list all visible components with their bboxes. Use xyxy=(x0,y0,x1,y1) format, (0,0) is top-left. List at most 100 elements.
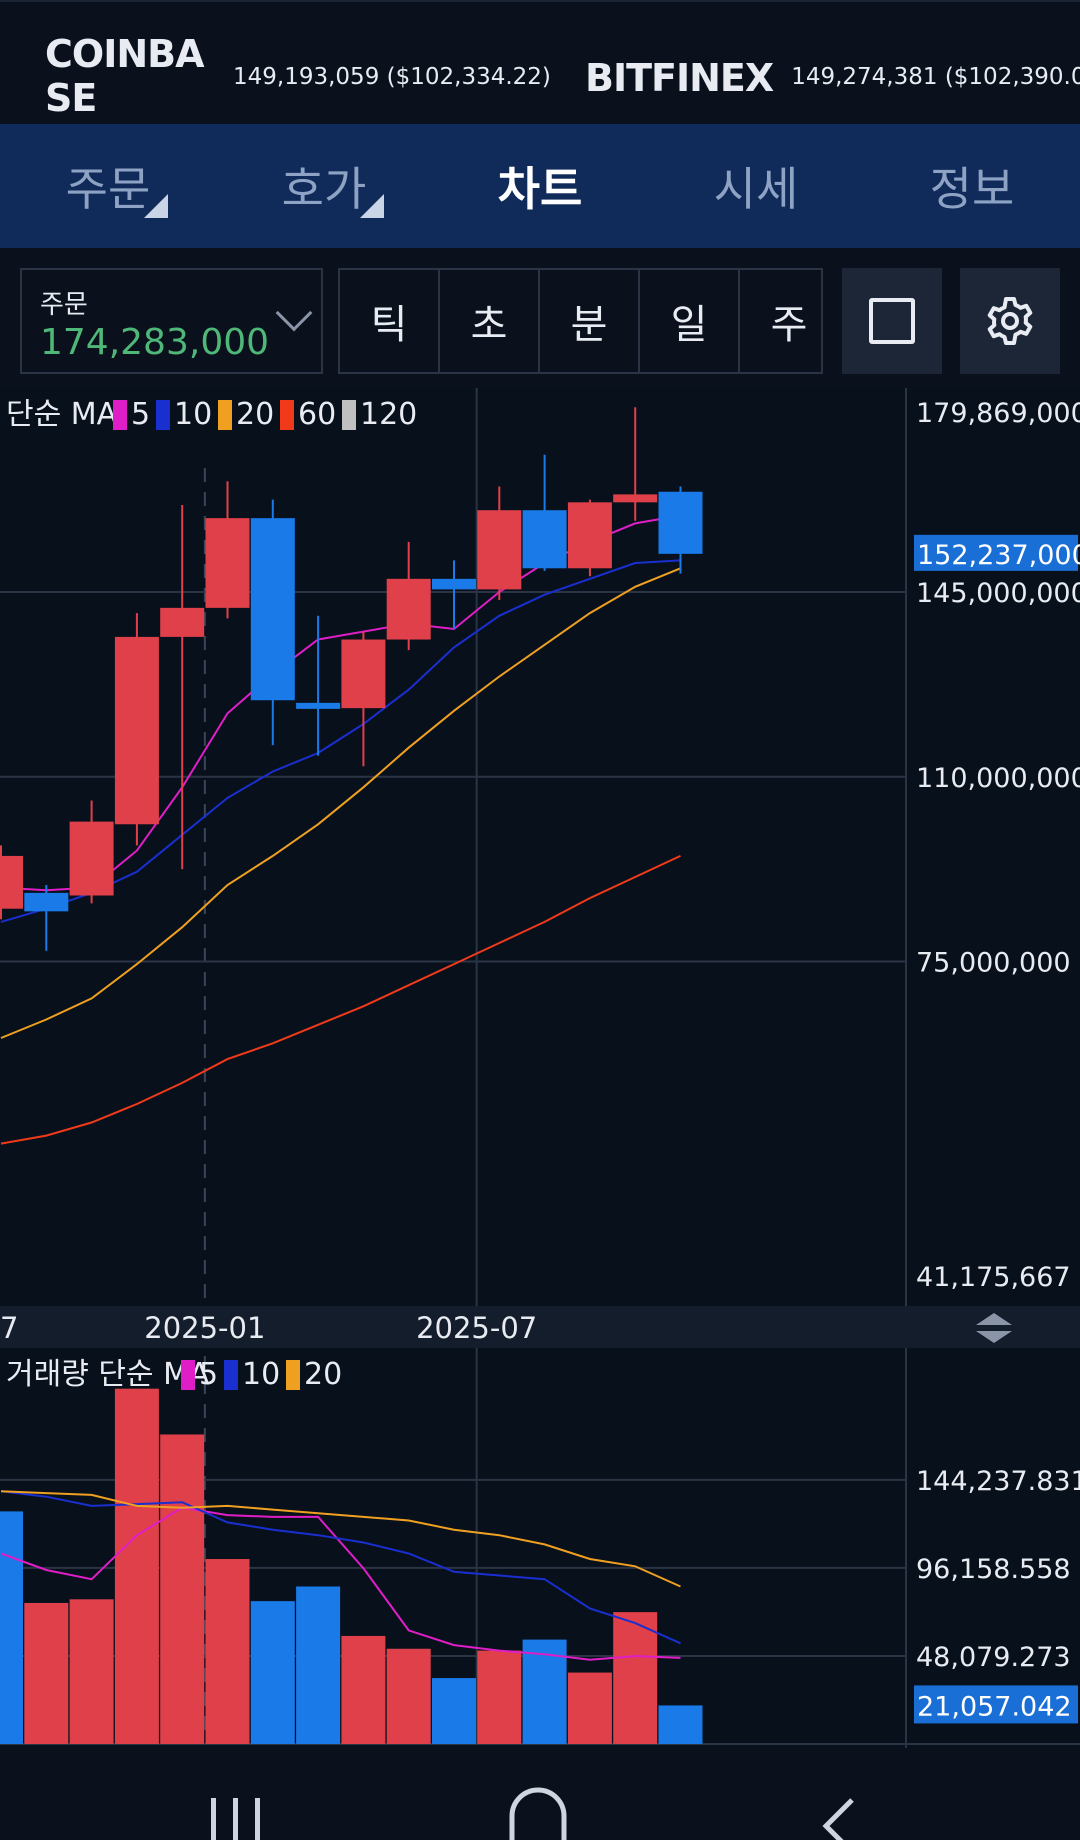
current-volume-label: 21,057.042 xyxy=(917,1691,1072,1722)
volume-bar xyxy=(658,1705,703,1744)
exchange-coinbase[interactable]: COINBASE 149,193,059 ($102,334.22) xyxy=(45,32,551,126)
dropdown-triangle-icon xyxy=(360,194,384,218)
candle-body xyxy=(24,892,69,912)
period-selector: 틱 초 분 일 주 xyxy=(338,268,823,374)
volume-legend-label: 5 xyxy=(199,1357,218,1392)
price-legend-swatch xyxy=(156,400,170,430)
layout-button[interactable] xyxy=(842,268,942,374)
volume-ma-line-ma5 xyxy=(0,1506,681,1661)
system-nav-bar xyxy=(0,1748,1080,1840)
exchange-bitfinex[interactable]: BITFINEX 149,274,381 ($102,390.00) xyxy=(585,32,1080,100)
price-legend-label: 60 xyxy=(298,397,336,432)
candle-body xyxy=(0,855,23,909)
period-tick-button[interactable]: 틱 xyxy=(340,270,440,372)
price-tick-label: 179,869,000 xyxy=(916,398,1080,429)
exchange-name: COINBASE xyxy=(45,32,205,120)
candle-body xyxy=(296,702,341,709)
home-button[interactable] xyxy=(509,1787,567,1840)
price-legend-swatch xyxy=(280,400,294,430)
exchange-price: 149,193,059 ($102,334.22) xyxy=(233,64,551,90)
price-legend-swatch xyxy=(218,400,232,430)
candle-body xyxy=(522,510,567,569)
candle-body xyxy=(205,518,250,608)
order-label: 주문 xyxy=(40,290,88,320)
time-axis-strip xyxy=(0,1306,1080,1348)
volume-tick-label: 48,079.273 xyxy=(916,1642,1071,1673)
tab-order[interactable]: 주문 xyxy=(0,124,216,248)
back-button[interactable] xyxy=(822,1798,854,1840)
price-ma-line-ma10 xyxy=(0,559,681,923)
candle-body xyxy=(69,821,114,896)
volume-tick-label: 144,237.831 xyxy=(916,1466,1080,1497)
candle-body xyxy=(432,578,476,590)
settings-button[interactable] xyxy=(960,268,1060,374)
exchange-name: BITFINEX xyxy=(585,56,774,100)
time-tick-label: 2025-07 xyxy=(416,1311,537,1345)
volume-bar xyxy=(613,1612,658,1744)
volume-bar xyxy=(432,1678,476,1744)
exchange-bar: COINBASE 149,193,059 ($102,334.22) BITFI… xyxy=(0,0,1080,124)
tab-info[interactable]: 정보 xyxy=(929,162,1015,216)
price-tick-label: 110,000,000 xyxy=(916,763,1080,794)
volume-ma-line-ma20 xyxy=(0,1490,681,1588)
price-ma-line-ma5 xyxy=(0,514,681,892)
panel-resize-handle-icon[interactable] xyxy=(976,1313,1012,1325)
period-day-button[interactable]: 일 xyxy=(640,270,740,372)
volume-ma-line-ma10 xyxy=(0,1490,681,1645)
price-tick-label: 75,000,000 xyxy=(916,947,1071,978)
volume-bar xyxy=(386,1648,431,1744)
gear-icon xyxy=(987,297,1033,345)
candle-body xyxy=(658,491,703,554)
volume-bar xyxy=(160,1434,205,1744)
price-chart[interactable]: 179,869,000 145,000,000 110,000,000 75,000,… xyxy=(0,388,1080,1748)
chart-toolbar: 주문 174,283,000 틱 초 분 일 주 xyxy=(0,248,1080,388)
order-value: 174,283,000 xyxy=(40,322,270,363)
price-ma-line-ma60 xyxy=(0,854,681,1145)
time-tick-label: 7 xyxy=(0,1311,18,1345)
volume-bar xyxy=(567,1672,612,1744)
price-legend-title: 단순 MA xyxy=(6,397,118,432)
volume-tick-label: 96,158.558 xyxy=(916,1554,1071,1585)
time-tick-label: 2025-01 xyxy=(144,1311,265,1345)
chevron-down-icon xyxy=(275,294,313,332)
volume-legend-label: 10 xyxy=(242,1357,280,1392)
tab-chart[interactable]: 차트 xyxy=(497,162,583,216)
price-tick-label: 41,175,667 xyxy=(916,1262,1071,1293)
candle-body xyxy=(341,639,386,709)
period-second-button[interactable]: 초 xyxy=(440,270,540,372)
candle-body xyxy=(386,578,431,640)
order-price-selector[interactable]: 주문 174,283,000 xyxy=(20,268,323,374)
candle-body xyxy=(613,494,658,503)
volume-bar xyxy=(296,1586,341,1744)
price-legend-label: 20 xyxy=(236,397,274,432)
volume-bar xyxy=(341,1635,386,1744)
price-tick-label: 145,000,000 xyxy=(916,578,1080,609)
volume-bar xyxy=(24,1602,69,1744)
candle-body xyxy=(567,502,612,569)
main-tabs: 주문 호가 차트 시세 정보 xyxy=(0,124,1080,248)
dropdown-triangle-icon xyxy=(144,194,168,218)
recent-apps-button[interactable] xyxy=(211,1798,260,1840)
price-ma-line-ma20 xyxy=(0,567,681,1039)
volume-bar xyxy=(114,1388,159,1744)
tab-market[interactable]: 시세 xyxy=(713,162,799,216)
panel-resize-handle-icon[interactable] xyxy=(976,1331,1012,1343)
volume-legend-label: 20 xyxy=(304,1357,342,1392)
period-week-button[interactable]: 주 xyxy=(740,270,821,372)
volume-legend-swatch xyxy=(286,1360,300,1390)
price-legend-label: 10 xyxy=(174,397,212,432)
period-minute-button[interactable]: 분 xyxy=(540,270,640,372)
tab-orderbook[interactable]: 호가 xyxy=(216,124,432,248)
current-price-tag xyxy=(914,534,1078,571)
volume-legend-swatch xyxy=(181,1360,195,1390)
candle-body xyxy=(114,636,159,825)
price-legend-label: 5 xyxy=(131,397,150,432)
candle-body xyxy=(477,510,522,590)
volume-bar xyxy=(250,1601,295,1744)
candle-body xyxy=(160,607,205,637)
price-legend-swatch xyxy=(342,400,356,430)
square-layout-icon xyxy=(869,298,915,344)
candle-body xyxy=(250,518,295,701)
current-volume-tag xyxy=(914,1685,1078,1724)
volume-bar xyxy=(205,1559,250,1744)
